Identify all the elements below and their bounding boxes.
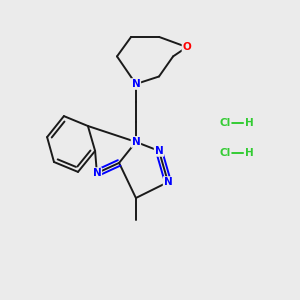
Text: N: N [131,79,140,89]
Text: H: H [244,118,253,128]
Text: N: N [164,177,172,187]
Text: Cl: Cl [219,148,231,158]
Text: N: N [154,146,164,156]
Text: O: O [182,42,191,52]
Text: H: H [244,148,253,158]
Text: Cl: Cl [219,118,231,128]
Text: N: N [131,137,140,147]
Text: N: N [92,168,101,178]
